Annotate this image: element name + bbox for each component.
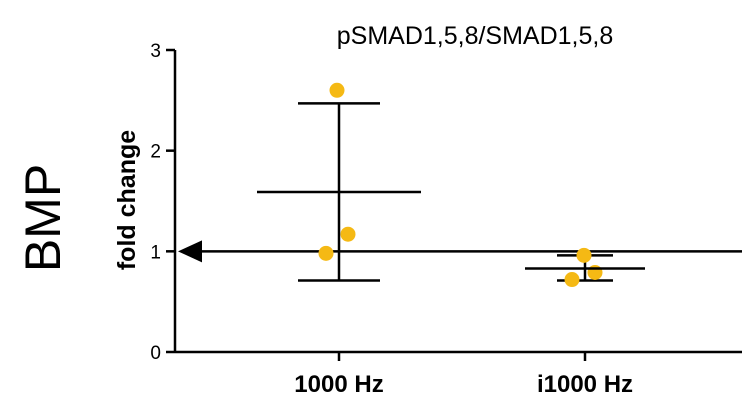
chart-marks xyxy=(178,82,742,288)
side-label: BMP xyxy=(15,164,71,272)
axes: 0 1 2 3 1000 Hz i1000 Hz xyxy=(150,41,742,398)
data-point xyxy=(329,82,345,98)
y-tick-label: 2 xyxy=(150,142,161,163)
y-tick-label: 0 xyxy=(150,343,161,364)
data-point xyxy=(318,245,334,261)
x-category-label: 1000 Hz xyxy=(294,371,383,398)
reference-arrow-icon xyxy=(178,240,202,263)
data-point xyxy=(340,226,356,242)
y-tick-label: 3 xyxy=(150,41,161,62)
data-point xyxy=(576,247,592,263)
chart-title: pSMAD1,5,8/SMAD1,5,8 xyxy=(337,22,614,50)
y-axis-label: fold change xyxy=(113,130,141,270)
x-category-label: i1000 Hz xyxy=(537,371,633,398)
data-point xyxy=(564,272,580,288)
y-tick-label: 1 xyxy=(150,242,161,263)
